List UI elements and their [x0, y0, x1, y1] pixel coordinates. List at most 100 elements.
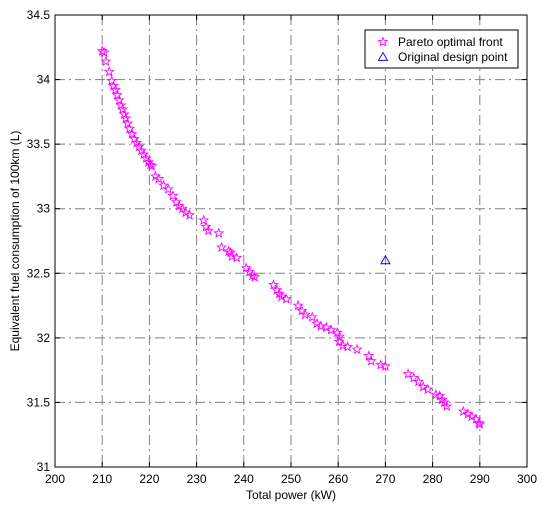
- pareto-point: [474, 418, 486, 430]
- pareto-point: [268, 279, 280, 290]
- y-tick-label: 34: [37, 73, 51, 87]
- grid: [55, 15, 527, 467]
- pareto-point: [146, 160, 158, 171]
- pareto-point: [98, 46, 110, 58]
- pareto-point: [434, 390, 446, 401]
- y-tick-label: 31.5: [27, 395, 51, 409]
- pareto-point: [470, 413, 482, 424]
- y-tick-label: 32.5: [27, 266, 51, 280]
- y-axis-label: Equivalent fuel consumption of 100km (L): [8, 131, 22, 352]
- pareto-point: [200, 221, 212, 232]
- pareto-point: [273, 288, 285, 299]
- pareto-point: [133, 140, 145, 152]
- y-tick-labels: 31 31.5 32 32.5 33 33.5 34 34.5: [27, 8, 51, 474]
- plot-area-frame: [54, 14, 528, 468]
- x-tick-label: 220: [139, 472, 159, 486]
- x-tick-label: 300: [517, 472, 537, 486]
- x-axis-label: Total power (kW): [246, 488, 336, 502]
- x-tick-label: 230: [187, 472, 207, 486]
- pareto-point: [231, 252, 243, 263]
- legend-marker-shape: [377, 51, 389, 61]
- pareto-point: [167, 190, 179, 201]
- pareto-point: [375, 359, 387, 370]
- pareto-point: [342, 341, 354, 352]
- x-tick-labels: 200 210 220 230 240 250 260 270 280 290 300: [45, 472, 537, 486]
- pareto-point: [315, 320, 327, 331]
- pareto-point: [337, 339, 349, 351]
- pareto-point: [103, 66, 115, 77]
- y-tick-label: 32: [37, 331, 51, 345]
- pareto-point: [363, 350, 375, 361]
- y-tick-label: 31: [37, 460, 51, 474]
- pareto-point: [202, 224, 214, 236]
- pareto-point: [331, 326, 343, 338]
- pareto-point: [198, 214, 210, 226]
- pareto-point: [113, 94, 125, 105]
- pareto-point: [320, 321, 332, 333]
- pareto-point: [402, 368, 414, 379]
- pareto-point: [140, 152, 152, 164]
- pareto-point: [216, 241, 228, 253]
- legend-marker-original: [377, 51, 389, 61]
- pareto-point: [351, 343, 363, 355]
- pareto-point: [276, 290, 288, 302]
- pareto-point: [109, 84, 121, 95]
- x-tick-label: 270: [375, 472, 395, 486]
- pareto-point: [436, 394, 448, 405]
- pareto-point: [417, 381, 429, 392]
- pareto-point: [271, 284, 283, 295]
- pareto-point: [280, 293, 292, 304]
- x-tick-label: 200: [45, 472, 65, 486]
- pareto-point: [306, 311, 318, 322]
- pareto-point: [243, 266, 255, 277]
- x-tick-label: 250: [281, 472, 301, 486]
- legend-box: [364, 29, 519, 69]
- legend-marker-shape: [377, 36, 389, 47]
- pareto-point: [111, 89, 123, 100]
- pareto-point: [422, 383, 434, 395]
- pareto-point: [226, 250, 238, 262]
- pareto-point: [379, 360, 391, 371]
- legend-label-pareto: Pareto optimal front: [398, 35, 503, 49]
- pareto-point: [184, 209, 196, 220]
- pareto-point: [153, 173, 165, 184]
- pareto-point: [333, 335, 345, 347]
- pareto-point: [162, 183, 174, 195]
- pareto-point: [131, 137, 143, 148]
- pareto-point: [126, 128, 138, 139]
- pareto-point: [408, 372, 420, 383]
- pareto-point: [108, 80, 120, 91]
- y-tick-label: 33.5: [27, 137, 51, 151]
- pareto-point: [106, 75, 118, 86]
- y-tick-label: 33: [37, 202, 51, 216]
- pareto-point: [365, 355, 377, 366]
- pareto-point: [249, 271, 261, 282]
- pareto-point: [135, 144, 147, 156]
- pareto-point: [124, 122, 136, 134]
- x-tick-label: 280: [423, 472, 443, 486]
- data-points: [96, 45, 486, 430]
- legend-marker-pareto: [377, 36, 389, 47]
- x-tick-label: 260: [328, 472, 348, 486]
- pareto-point: [466, 410, 478, 422]
- pareto-point: [292, 299, 304, 311]
- pareto-point: [325, 324, 337, 335]
- x-tick-label: 290: [470, 472, 490, 486]
- pareto-point: [122, 117, 134, 129]
- pareto-point: [128, 133, 140, 144]
- original-design-point: [380, 254, 391, 265]
- pareto-point: [120, 112, 132, 123]
- pareto-point: [299, 308, 311, 320]
- pareto-point: [117, 103, 128, 114]
- pareto-point: [412, 375, 424, 387]
- pareto-point: [438, 396, 450, 408]
- pareto-point: [457, 405, 469, 417]
- pareto-point: [473, 417, 485, 428]
- x-tick-label: 210: [92, 472, 112, 486]
- pareto-point: [158, 179, 170, 191]
- pareto-point: [441, 400, 453, 411]
- x-tick-label: 240: [234, 472, 254, 486]
- legend: Pareto optimal front Original design poi…: [364, 29, 519, 69]
